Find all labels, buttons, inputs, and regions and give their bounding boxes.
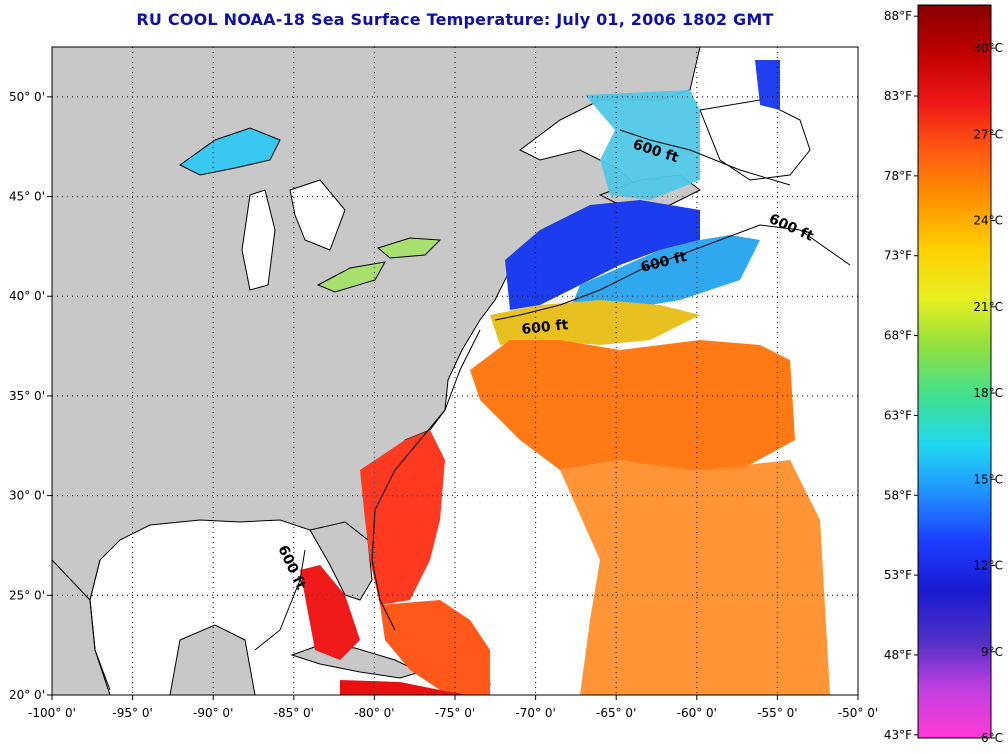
isobath-contour	[89, 549, 306, 691]
lon-tick-label: -70° 0'	[515, 706, 555, 720]
lon-tick-label: -75° 0'	[435, 706, 475, 720]
fahrenheit-label: 68°F	[884, 329, 912, 343]
lon-tick-label: -60° 0'	[677, 706, 717, 720]
lake-huron	[289, 179, 346, 251]
isobath-contour	[619, 129, 791, 186]
celsius-label: 9°C	[981, 645, 1003, 659]
lat-tick-label: 40° 0'	[9, 289, 45, 303]
lon-tick-label: -95° 0'	[112, 706, 152, 720]
lat-tick-label: 25° 0'	[9, 588, 45, 602]
sst-mid-atlantic	[490, 300, 700, 345]
fahrenheit-label: 58°F	[884, 488, 912, 502]
celsius-label: 12°C	[973, 559, 1003, 573]
fahrenheit-label: 83°F	[884, 89, 912, 103]
lake-michigan	[241, 189, 276, 291]
celsius-label: 27°C	[973, 127, 1003, 141]
celsius-label: 30°C	[973, 41, 1003, 55]
lon-tick-label: -50° 0'	[838, 706, 878, 720]
celsius-label: 15°C	[973, 472, 1003, 486]
lon-tick-label: -90° 0'	[193, 706, 233, 720]
sst-sargasso	[560, 460, 830, 695]
isobath-contour	[371, 329, 481, 631]
lat-tick-label: 50° 0'	[9, 90, 45, 104]
sst-scotian-slope	[570, 235, 760, 310]
lon-tick-label: -65° 0'	[596, 706, 636, 720]
lake-ontario	[376, 237, 442, 259]
contour-label: 600 ft	[521, 317, 570, 338]
celsius-label: 24°C	[973, 214, 1003, 228]
isobath-contour	[494, 224, 851, 321]
fahrenheit-label: 73°F	[884, 249, 912, 263]
celsius-label: 18°C	[973, 386, 1003, 400]
fahrenheit-label: 43°F	[884, 728, 912, 742]
fahrenheit-label: 53°F	[884, 568, 912, 582]
lake-superior	[179, 127, 281, 176]
lon-tick-label: -85° 0'	[274, 706, 314, 720]
lat-tick-label: 20° 0'	[9, 688, 45, 702]
lon-tick-label: -80° 0'	[354, 706, 394, 720]
sst-caribbean	[340, 680, 470, 695]
fahrenheit-label: 48°F	[884, 648, 912, 662]
fahrenheit-label: 63°F	[884, 408, 912, 422]
sst-west-florida	[300, 565, 360, 660]
fahrenheit-label: 88°F	[884, 9, 912, 23]
celsius-label: 6°C	[981, 731, 1003, 745]
sst-bahamas	[380, 600, 490, 695]
sst-labrador	[755, 60, 780, 110]
lat-tick-label: 30° 0'	[9, 489, 45, 503]
sst-south-atlantic-bight	[360, 430, 445, 605]
lon-tick-label: -55° 0'	[757, 706, 797, 720]
sst-gulf-stream	[470, 340, 795, 470]
land-florida	[309, 521, 373, 601]
lat-tick-label: 35° 0'	[9, 389, 45, 403]
map-grid	[52, 47, 858, 695]
lat-tick-label: 45° 0'	[9, 190, 45, 204]
sst-gulf-st-lawrence	[585, 90, 700, 200]
lon-tick-label: -100° 0'	[28, 706, 76, 720]
celsius-label: 21°C	[973, 300, 1003, 314]
fahrenheit-label: 78°F	[884, 169, 912, 183]
colorbar	[917, 4, 992, 739]
sst-gulf-of-maine	[505, 200, 700, 310]
lake-erie	[316, 261, 386, 293]
map-title: RU COOL NOAA-18 Sea Surface Temperature:…	[136, 10, 774, 29]
